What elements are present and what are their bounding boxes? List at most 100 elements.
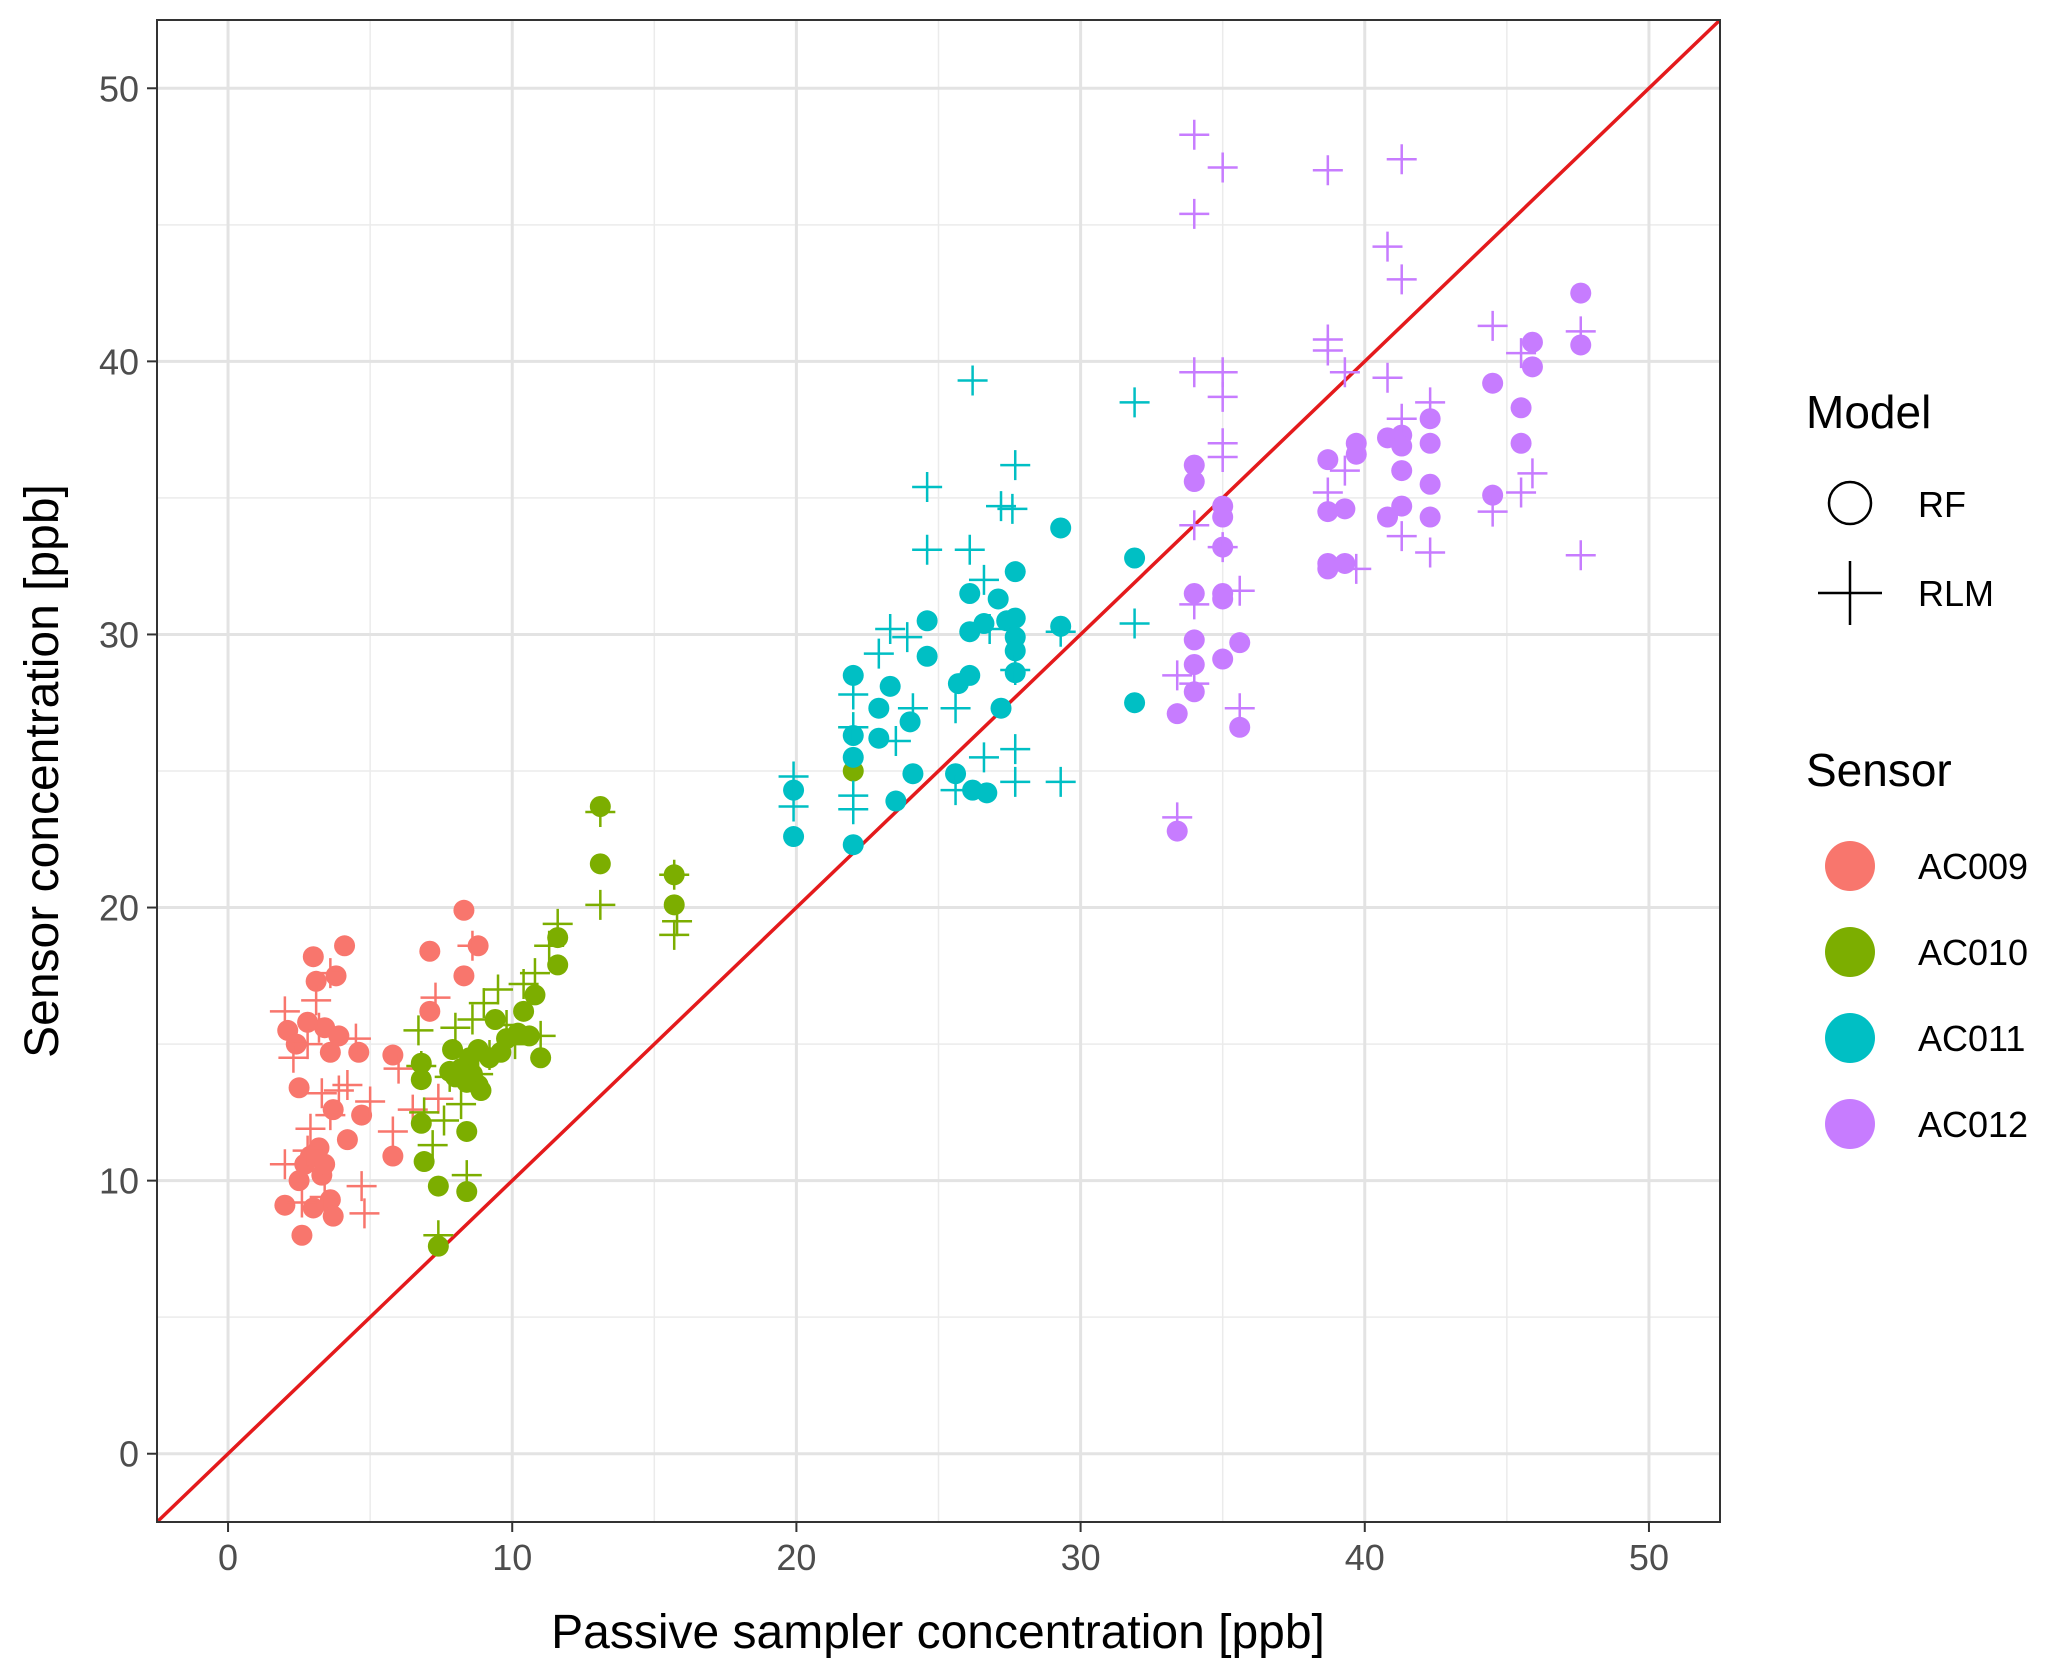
point-ac010-rlm [519, 958, 550, 989]
point-ac012-rlm [1207, 532, 1238, 563]
point-ac009-rlm [323, 1075, 354, 1106]
point-ac009-rlm [295, 1113, 326, 1144]
point-ac010-rlm [662, 906, 693, 937]
point-ac009-rlm [315, 958, 346, 989]
point-ac012-rf [1482, 372, 1504, 394]
point-ac012-rlm [1372, 362, 1403, 393]
point-ac011-rlm [778, 791, 809, 822]
x-axis-ticks: 0 10 20 30 40 50 [218, 1522, 1669, 1578]
x-tick-label: 30 [1061, 1537, 1101, 1578]
point-ac009-rlm [278, 1042, 309, 1073]
point-ac012-rlm [1329, 455, 1360, 486]
point-ac011-rf [868, 727, 890, 749]
legend-key-ac012 [1825, 1099, 1875, 1149]
point-ac009-rf [328, 1025, 350, 1047]
y-tick-label: 10 [99, 1161, 139, 1202]
legend-title-model: Model [1806, 386, 1931, 438]
point-ac012-rlm [1224, 693, 1255, 724]
point-ac012-rlm [1179, 198, 1210, 229]
point-ac009-rlm [377, 1116, 408, 1147]
point-ac012-rf [1317, 558, 1339, 580]
point-ac010-rlm [542, 908, 573, 939]
point-ac011-rlm [897, 693, 928, 724]
point-ac009-rlm [269, 1149, 300, 1180]
point-ac010-rlm [659, 859, 690, 890]
point-ac011-rf [842, 746, 864, 768]
point-ac009-rf [302, 1197, 324, 1219]
point-ac012-rf [1391, 460, 1413, 482]
legend-title-sensor: Sensor [1806, 744, 1952, 796]
point-ac012-rlm [1415, 387, 1446, 418]
point-ac012-rf [1570, 282, 1592, 304]
point-ac010-rlm [423, 1220, 454, 1251]
point-ac011-rf [1004, 561, 1026, 583]
point-ac012-rf [1482, 484, 1504, 506]
point-ac009-rf [322, 1099, 344, 1121]
point-ac012-rlm [1179, 119, 1210, 150]
point-ac012-rf [1391, 495, 1413, 517]
point-ac010-rlm [585, 796, 616, 827]
point-ac011-rlm [1000, 766, 1031, 797]
x-tick-label: 40 [1345, 1537, 1385, 1578]
point-ac011-rf [783, 826, 805, 848]
point-ac010-rf [663, 894, 685, 916]
point-ac010-rlm [534, 930, 565, 961]
legend-label-rlm: RLM [1918, 573, 1994, 614]
point-ac012-rlm [1162, 802, 1193, 833]
point-ac012-rf [1229, 632, 1251, 654]
point-ac012-rf [1391, 435, 1413, 457]
point-ac009-rf [419, 1000, 441, 1022]
point-ac011-rf [987, 588, 1009, 610]
point-ac012-rf [1419, 506, 1441, 528]
point-ac012-rlm [1179, 357, 1210, 388]
legend-key-circle-icon [1827, 480, 1873, 526]
point-ac009-rf [382, 1044, 404, 1066]
point-ac011-rlm [880, 725, 911, 756]
point-ac010-rlm [409, 1097, 440, 1128]
point-ac009-rlm [292, 1029, 323, 1060]
major-gridlines [157, 20, 1720, 1522]
point-ac009-rlm [457, 930, 488, 961]
point-ac011-rf [885, 790, 907, 812]
point-ac009-rf [325, 965, 347, 987]
x-tick-label: 10 [492, 1537, 532, 1578]
point-ac012-rlm [1506, 477, 1537, 508]
point-ac010-rlm [457, 1004, 488, 1035]
point-ac010-rlm [483, 974, 514, 1005]
point-ac010-rlm [403, 1015, 434, 1046]
point-ac012-rf [1510, 432, 1532, 454]
point-ac009-rlm [309, 1182, 340, 1213]
point-ac010-rf [484, 1009, 506, 1031]
point-ac011-rlm [863, 638, 894, 669]
point-ac012-rf [1166, 703, 1188, 725]
point-ac012-rlm [1179, 668, 1210, 699]
y-tick-label: 20 [99, 888, 139, 929]
point-ac012-rf [1419, 473, 1441, 495]
point-ac010-rlm [429, 1105, 460, 1136]
point-ac009-rf [305, 970, 327, 992]
point-ac011-rlm [997, 493, 1028, 524]
point-ac010-rlm [659, 919, 690, 950]
point-ac009-rf [334, 935, 356, 957]
point-ac011-rf [1004, 640, 1026, 662]
point-ac010-rlm [451, 1160, 482, 1191]
point-ac011-rlm [838, 794, 869, 825]
point-ac011-rlm [892, 622, 923, 653]
point-ac011-rlm [940, 775, 971, 806]
point-ac012-rlm [1386, 403, 1417, 434]
point-ac012-rf [1419, 432, 1441, 454]
point-ac010-rlm [463, 1059, 494, 1090]
point-ac010-rlm [491, 1009, 522, 1040]
data-points [269, 119, 1596, 1257]
point-ac009-rf [291, 1224, 313, 1246]
x-tick-label: 0 [218, 1537, 238, 1578]
point-ac009-rlm [301, 985, 332, 1016]
point-ac011-rf [973, 613, 995, 635]
y-tick-label: 50 [99, 68, 139, 109]
legend-label-rf: RF [1918, 484, 1966, 525]
point-ac009-rlm [349, 1198, 380, 1229]
x-axis-title: Passive sampler concentration [ppb] [551, 1606, 1325, 1659]
point-ac012-rlm [1386, 521, 1417, 552]
point-ac011-rf [1050, 517, 1072, 539]
point-ac011-rf [879, 675, 901, 697]
